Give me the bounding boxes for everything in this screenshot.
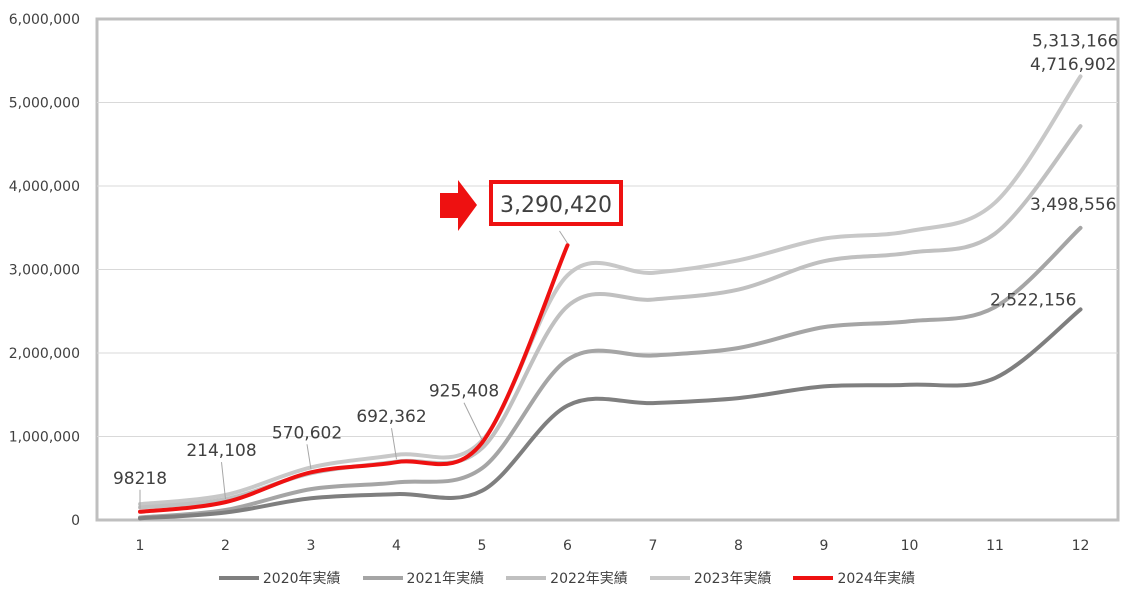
x-tick-label: 10 (901, 538, 919, 554)
data-label: 98218 (113, 469, 167, 489)
x-tick-label: 3 (307, 538, 316, 554)
x-tick-label: 8 (734, 538, 743, 554)
y-tick-label: 6,000,000 (9, 12, 80, 28)
x-tick-label: 12 (1072, 538, 1090, 554)
legend-item: 2020年実績 (218, 568, 341, 588)
y-tick-label: 3,000,000 (9, 263, 80, 279)
x-axis-ticks: 1 2 3 4 5 6 7 8 9 10 11 12 (136, 538, 1090, 554)
series-line-1 (138, 225, 1083, 520)
callout-leader (559, 230, 568, 244)
series-line-0 (138, 307, 1083, 521)
arrow-right-icon (440, 180, 477, 231)
legend-label: 2022年実績 (550, 571, 628, 587)
data-label: 692,362 (356, 407, 426, 427)
legend-label: 2021年実績 (406, 571, 485, 587)
y-tick-label: 4,000,000 (9, 179, 80, 195)
y-tick-label: 2,000,000 (9, 346, 80, 362)
callout-value: 3,290,420 (500, 193, 612, 218)
x-tick-label: 11 (986, 538, 1004, 554)
callout-box (489, 180, 623, 226)
data-label: 925,408 (429, 382, 499, 402)
x-tick-label: 5 (478, 538, 487, 554)
data-label: 570,602 (272, 423, 342, 443)
x-tick-label: 9 (820, 538, 829, 554)
legend-item: 2023年実績 (649, 568, 772, 588)
x-tick-label: 1 (136, 538, 145, 554)
legend-swatch (793, 576, 834, 580)
legend-swatch (649, 576, 690, 580)
x-tick-label: 2 (221, 538, 230, 554)
data-label: 3,498,556 (1030, 195, 1117, 215)
y-tick-label: 5,000,000 (9, 96, 80, 112)
gridlines (95, 17, 1120, 522)
legend-label: 2020年実績 (262, 571, 341, 587)
x-tick-label: 6 (563, 538, 572, 554)
legend-swatch (362, 576, 403, 580)
x-tick-label: 4 (392, 538, 401, 554)
y-tick-label: 0 (71, 513, 80, 529)
data-label: 2,522,156 (990, 290, 1077, 310)
data-label: 4,716,902 (1030, 55, 1117, 75)
legend-label: 2023年実績 (693, 571, 772, 587)
y-axis-ticks: 0 1,000,000 2,000,000 3,000,000 4,000,000 5,0… (9, 12, 80, 529)
legend-swatch (506, 576, 547, 580)
label-leader (391, 428, 397, 460)
legend-item: 2021年実績 (362, 568, 485, 588)
line-chart: 0 1,000,000 2,000,000 3,000,000 4,000,000 5,0… (9, 12, 1120, 554)
data-label: 214,108 (186, 441, 256, 461)
legend-item: 2024年実績 (793, 568, 915, 588)
label-leader (463, 402, 483, 440)
series-lines (138, 74, 1083, 521)
y-tick-label: 1,000,000 (9, 430, 80, 446)
legend-label: 2024年実績 (837, 571, 916, 587)
legend: 2020年実績 2021年実績 2022年実績 2023年実績 2024年実績 (0, 568, 1134, 588)
label-leader (306, 444, 312, 470)
legend-item: 2022年実績 (506, 568, 628, 588)
x-tick-label: 7 (649, 538, 658, 554)
legend-swatch (218, 576, 259, 580)
series-line-4 (138, 243, 570, 514)
data-label: 5,313,166 (1032, 31, 1119, 51)
callout: 3,290,420 (440, 180, 623, 244)
label-leader (221, 462, 226, 500)
